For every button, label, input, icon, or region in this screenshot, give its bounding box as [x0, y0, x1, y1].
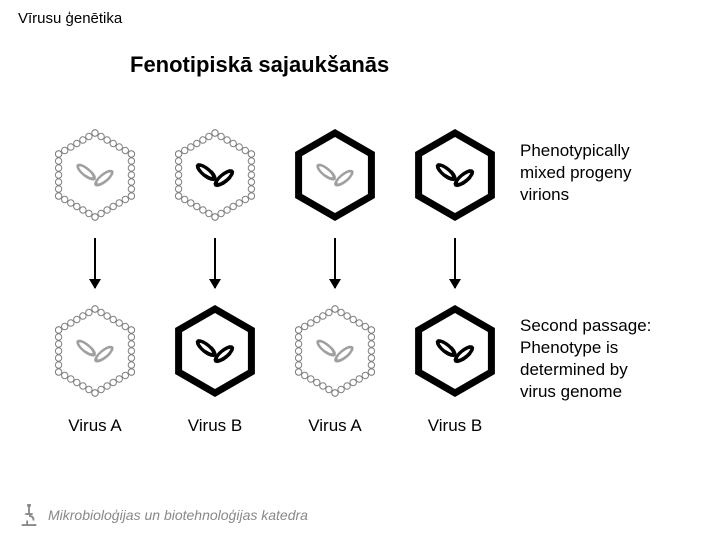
virus-column: Virus A	[280, 120, 390, 436]
row2-side-label: Second passage:Phenotype isdetermined by…	[520, 315, 651, 403]
microscope-icon	[18, 502, 40, 528]
virus-column: Virus B	[400, 120, 510, 436]
virus-column: Virus A	[40, 120, 150, 436]
footer-text: Mikrobioloģijas un biotehnoloģijas kated…	[48, 507, 308, 523]
page-title: Fenotipiskā sajaukšanās	[130, 52, 389, 78]
virus-top	[405, 120, 505, 230]
header-text: Vīrusu ģenētika	[18, 10, 122, 27]
virus-bottom	[285, 296, 385, 406]
virus-top	[165, 120, 265, 230]
virus-label: Virus B	[160, 416, 270, 436]
virus-bottom	[405, 296, 505, 406]
virus-bottom	[45, 296, 145, 406]
diagram-area: Virus A Virus B Virus A Virus B Phenotypical…	[30, 120, 690, 480]
footer: Mikrobioloģijas un biotehnoloģijas kated…	[18, 502, 308, 528]
virus-column: Virus B	[160, 120, 270, 436]
arrow-down-icon	[334, 238, 336, 288]
virus-bottom	[165, 296, 265, 406]
arrow-down-icon	[214, 238, 216, 288]
arrow-down-icon	[94, 238, 96, 288]
row1-side-label: Phenotypicallymixed progenyvirions	[520, 140, 632, 206]
virus-label: Virus B	[400, 416, 510, 436]
virus-top	[45, 120, 145, 230]
virus-label: Virus A	[40, 416, 150, 436]
virus-label: Virus A	[280, 416, 390, 436]
arrow-down-icon	[454, 238, 456, 288]
virus-top	[285, 120, 385, 230]
